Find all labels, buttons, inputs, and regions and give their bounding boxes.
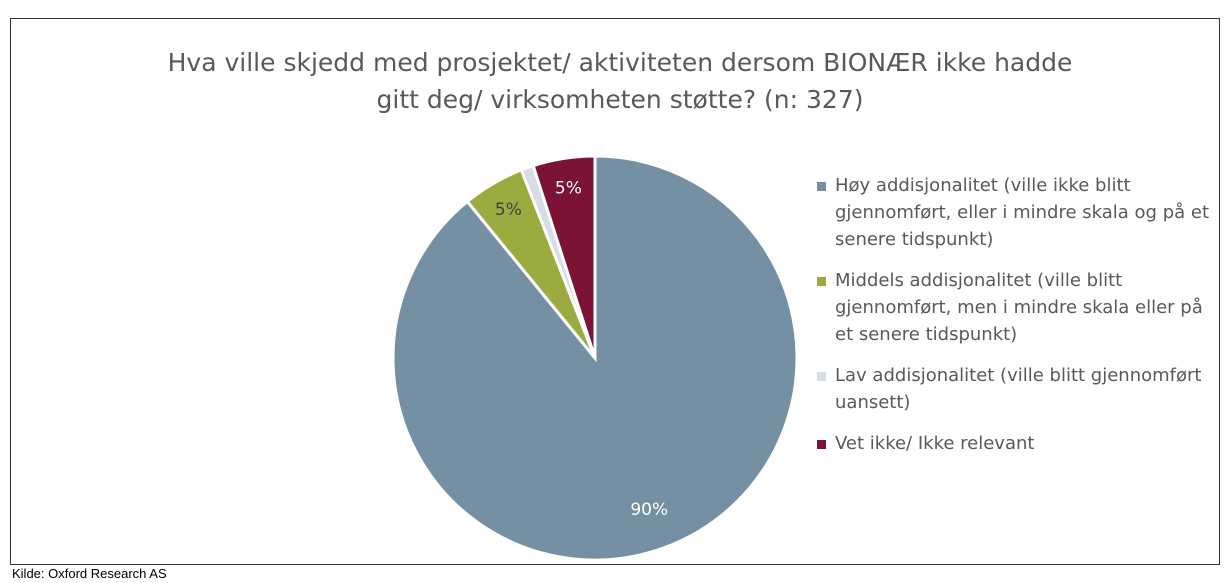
- legend-item: Vet ikke/ Ikke relevant: [815, 430, 1210, 457]
- chart-title: gitt deg/ virksomheten støtte? (n: 327): [377, 85, 864, 114]
- source: Kilde: Oxford Research AS: [12, 566, 167, 581]
- legend-swatch: [817, 182, 826, 191]
- legend-label: Lav addisjonalitet (ville blitt gjennomf…: [835, 365, 1202, 413]
- legend-swatch: [817, 440, 826, 449]
- legend-label: Middels addisjonalitet (ville blitt gjen…: [835, 270, 1203, 345]
- legend-label: Vet ikke/ Ikke relevant: [835, 433, 1035, 454]
- legend-item: Middels addisjonalitet (ville blitt gjen…: [815, 267, 1210, 348]
- data-label: 5%: [555, 178, 582, 198]
- chart-frame: [10, 18, 1220, 565]
- data-label: 90%: [630, 500, 668, 520]
- legend-swatch: [817, 277, 826, 286]
- legend-label: Høy addisjonalitet (ville ikke blitt gje…: [835, 175, 1210, 250]
- legend-item: Høy addisjonalitet (ville ikke blitt gje…: [815, 172, 1210, 253]
- pie-slice: [531, 154, 597, 359]
- legend-item: Lav addisjonalitet (ville blitt gjennomf…: [815, 362, 1210, 416]
- legend: Høy addisjonalitet (ville ikke blitt gje…: [815, 172, 1210, 471]
- chart-title: Hva ville skjedd med prosjektet/ aktivit…: [168, 48, 1073, 77]
- data-label: 5%: [495, 200, 522, 220]
- legend-swatch: [817, 372, 826, 381]
